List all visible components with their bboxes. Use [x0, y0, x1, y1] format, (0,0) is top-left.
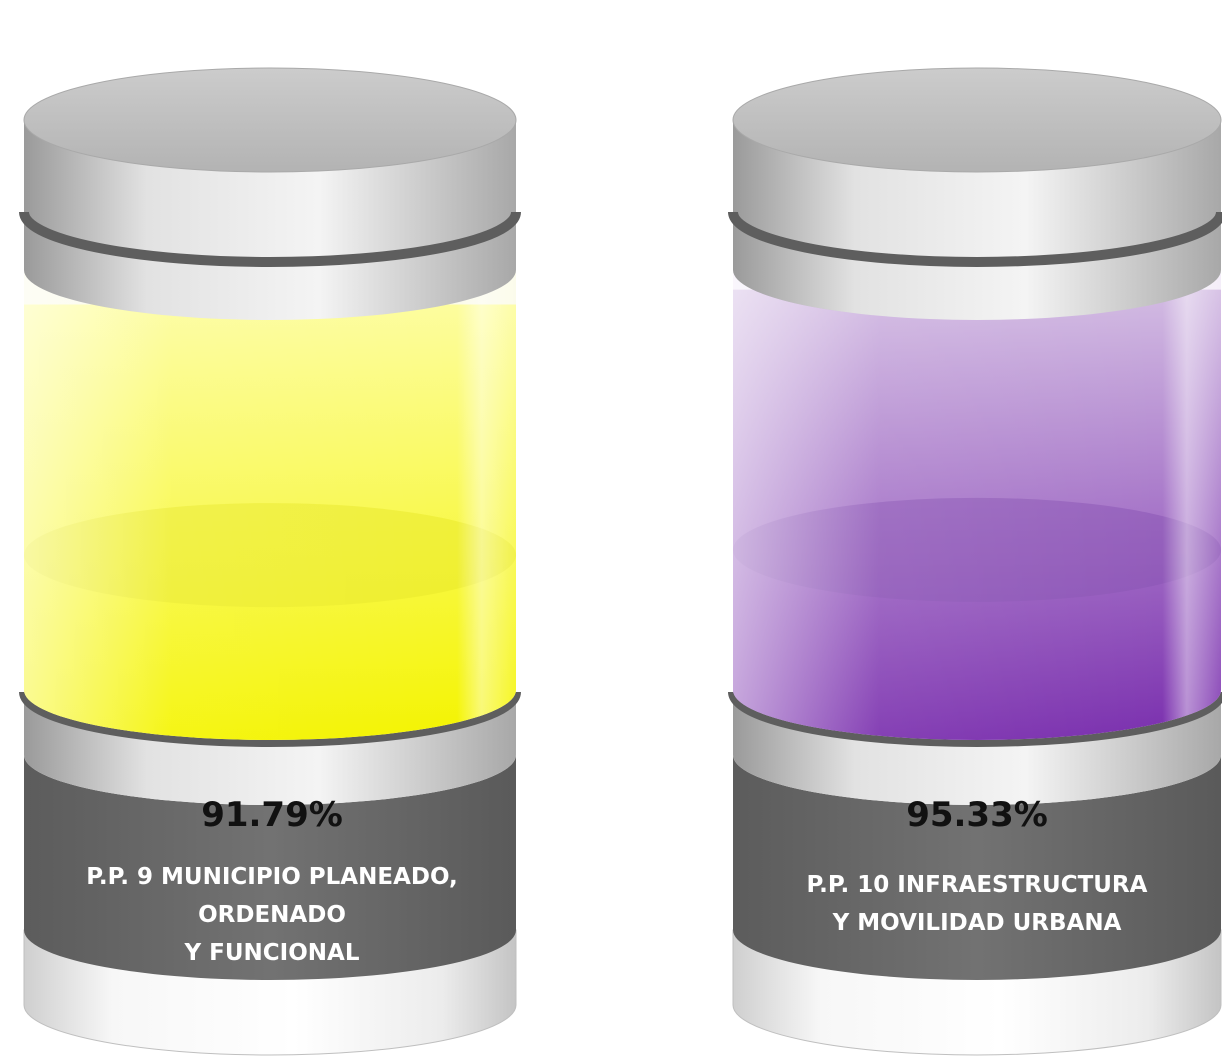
cylinder-2-lid: [732, 67, 1222, 173]
cylinder-1-lid: [23, 67, 517, 173]
cylinder-1-upper-ring: [19, 120, 521, 320]
cylinder-2-upper-ring: [728, 120, 1222, 320]
cylinder-1-label-line-3: Y FUNCIONAL: [184, 940, 360, 966]
cylinder-2-glass: [733, 270, 1221, 740]
cylinder-2-label-line-1: P.P. 10 INFRAESTRUCTURA: [807, 872, 1148, 898]
cylinder-1-label-line-2: ORDENADO: [198, 902, 346, 928]
cylinder-1-glass: [24, 270, 516, 740]
cylinder-2-lower-ring: [728, 690, 1222, 805]
cylinder-1-percent: 91.79%: [201, 795, 343, 835]
cylinder-1-label-line-1: P.P. 9 MUNICIPIO PLANEADO,: [86, 864, 458, 890]
cylinder-2: 95.33% P.P. 10 INFRAESTRUCTURA Y MOVILID…: [728, 67, 1222, 1056]
cylinder-1-lower-ring: [19, 690, 521, 805]
cylinder-2-percent: 95.33%: [906, 795, 1048, 835]
cylinder-1: 91.79% P.P. 9 MUNICIPIO PLANEADO, ORDENA…: [19, 67, 521, 1056]
cylinder-2-label-line-2: Y MOVILIDAD URBANA: [832, 910, 1122, 936]
cylinder-1-label-band: [24, 755, 516, 980]
cylinder-2-label-band: [733, 755, 1221, 980]
